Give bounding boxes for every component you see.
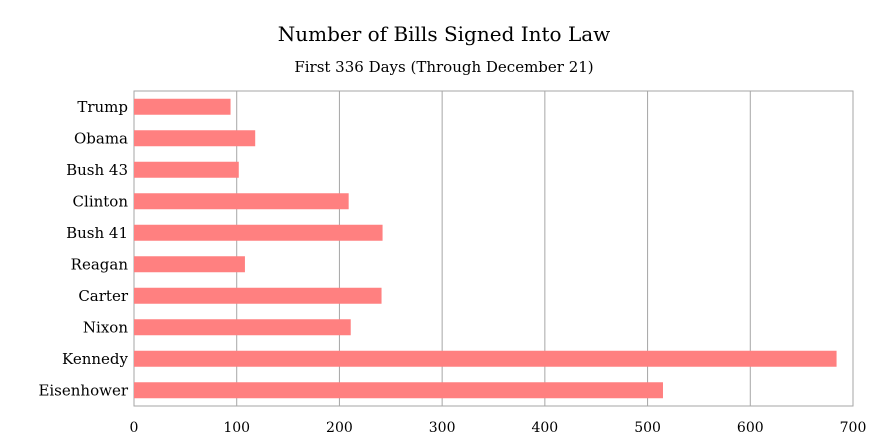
bar-trump	[134, 98, 231, 115]
category-label: Bush 41	[66, 224, 128, 242]
x-tick-label: 600	[737, 420, 764, 436]
category-label: Reagan	[71, 255, 129, 273]
x-tick-label: 0	[130, 420, 139, 436]
bars	[134, 98, 837, 399]
x-tick-label: 200	[326, 420, 353, 436]
bar-bush-41	[134, 224, 383, 241]
bar-clinton	[134, 193, 349, 210]
category-label: Bush 43	[66, 161, 128, 179]
chart-title: Number of Bills Signed Into Law	[277, 22, 611, 46]
chart-subtitle: First 336 Days (Through December 21)	[294, 58, 594, 76]
category-label: Clinton	[73, 192, 129, 210]
bar-nixon	[134, 319, 351, 336]
bar-obama	[134, 130, 256, 147]
category-label: Nixon	[83, 318, 128, 336]
plot-area-frame	[133, 90, 854, 407]
x-tick-label: 500	[634, 420, 661, 436]
bar-eisenhower	[134, 382, 663, 399]
x-tick-label: 300	[429, 420, 456, 436]
x-tick-labels: 0 100 200 300 400 500 600 700	[130, 420, 867, 436]
bar-carter	[134, 287, 382, 304]
category-label: Eisenhower	[38, 381, 128, 399]
x-tick-label: 400	[531, 420, 558, 436]
x-tick-label: 100	[223, 420, 250, 436]
bar-bush-43	[134, 161, 239, 178]
category-label: Trump	[77, 98, 128, 116]
category-label: Carter	[78, 287, 128, 305]
bar-kennedy	[134, 350, 837, 367]
x-tick-label: 700	[840, 420, 867, 436]
category-label: Kennedy	[62, 350, 128, 368]
category-labels: Trump Obama Bush 43 Clinton Bush 41 Reagan Car…	[38, 98, 128, 400]
category-label: Obama	[74, 129, 128, 147]
bar-reagan	[134, 256, 245, 273]
